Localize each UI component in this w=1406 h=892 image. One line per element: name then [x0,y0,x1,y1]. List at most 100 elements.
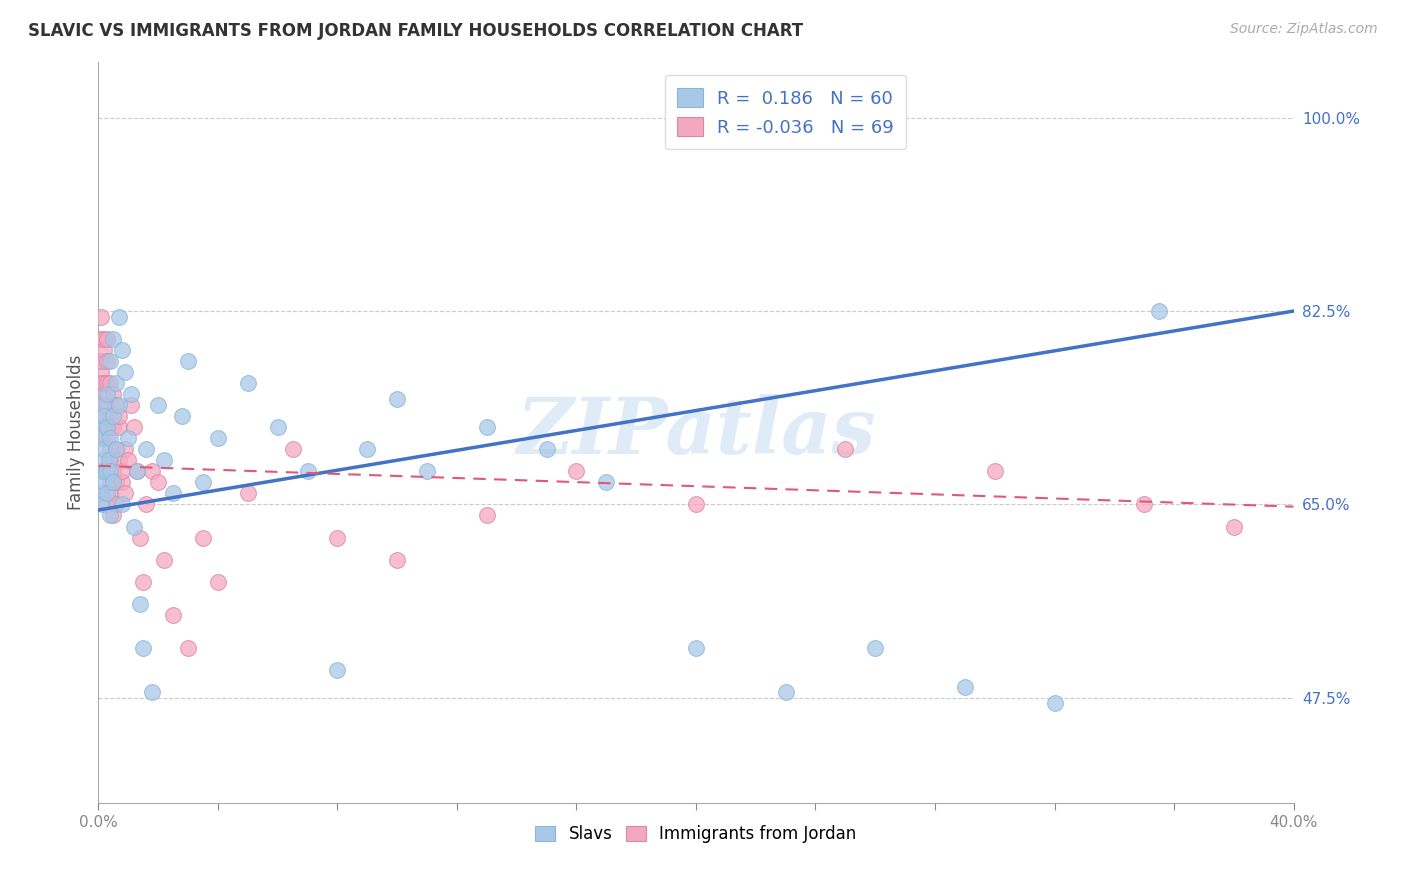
Slavs [775,685,797,699]
Slavs [103,409,125,423]
Slavs [865,641,887,656]
Immigrants from Jordan [162,607,184,622]
Slavs [98,353,122,368]
Immigrants from Jordan [135,498,157,512]
Slavs [96,420,118,434]
Immigrants from Jordan [96,464,118,478]
Immigrants from Jordan [120,398,142,412]
Slavs [90,486,112,500]
Immigrants from Jordan [98,453,122,467]
Slavs [111,498,134,512]
Immigrants from Jordan [90,353,112,368]
Immigrants from Jordan [111,464,134,478]
Slavs [117,431,139,445]
Immigrants from Jordan [191,531,214,545]
Slavs [91,453,114,467]
Slavs [98,431,122,445]
Immigrants from Jordan [90,431,112,445]
Immigrants from Jordan [105,475,128,490]
Slavs [105,376,128,390]
Immigrants from Jordan [105,498,128,512]
Slavs [148,398,170,412]
Immigrants from Jordan [96,431,118,445]
Immigrants from Jordan [93,420,115,434]
Slavs [124,519,146,533]
Immigrants from Jordan [89,398,111,412]
Y-axis label: Family Households: Family Households [66,355,84,510]
Slavs [1147,304,1170,318]
Immigrants from Jordan [96,353,118,368]
Immigrants from Jordan [148,475,170,490]
Slavs [91,398,114,412]
Slavs [297,464,319,478]
Slavs [595,475,617,490]
Immigrants from Jordan [105,442,128,457]
Slavs [162,486,184,500]
Immigrants from Jordan [91,387,114,401]
Immigrants from Jordan [685,498,707,512]
Slavs [127,464,149,478]
Immigrants from Jordan [108,453,131,467]
Immigrants from Jordan [93,332,115,346]
Immigrants from Jordan [103,420,125,434]
Slavs [475,420,498,434]
Slavs [90,431,112,445]
Immigrants from Jordan [1223,519,1246,533]
Immigrants from Jordan [89,365,111,379]
Immigrants from Jordan [475,508,498,523]
Immigrants from Jordan [98,486,122,500]
Immigrants from Jordan [207,574,229,589]
Slavs [93,409,115,423]
Slavs [236,376,259,390]
Immigrants from Jordan [984,464,1007,478]
Slavs [105,442,128,457]
Slavs [108,398,131,412]
Immigrants from Jordan [96,376,118,390]
Immigrants from Jordan [108,409,131,423]
Slavs [93,475,115,490]
Slavs [90,420,112,434]
Immigrants from Jordan [96,420,118,434]
Immigrants from Jordan [103,464,125,478]
Immigrants from Jordan [98,409,122,423]
Immigrants from Jordan [89,332,111,346]
Slavs [108,310,131,324]
Immigrants from Jordan [117,453,139,467]
Immigrants from Jordan [385,552,409,566]
Immigrants from Jordan [93,343,115,357]
Slavs [89,464,111,478]
Slavs [141,685,163,699]
Slavs [111,343,134,357]
Slavs [953,680,976,694]
Text: SLAVIC VS IMMIGRANTS FROM JORDAN FAMILY HOUSEHOLDS CORRELATION CHART: SLAVIC VS IMMIGRANTS FROM JORDAN FAMILY … [28,22,803,40]
Immigrants from Jordan [96,332,118,346]
Immigrants from Jordan [177,641,200,656]
Immigrants from Jordan [96,398,118,412]
Immigrants from Jordan [114,442,136,457]
Slavs [94,464,117,478]
Slavs [114,365,136,379]
Immigrants from Jordan [96,498,118,512]
Immigrants from Jordan [129,531,152,545]
Immigrants from Jordan [94,398,117,412]
Slavs [98,508,122,523]
Immigrants from Jordan [565,464,588,478]
Slavs [191,475,214,490]
Slavs [267,420,290,434]
Immigrants from Jordan [132,574,155,589]
Immigrants from Jordan [124,420,146,434]
Legend: Slavs, Immigrants from Jordan: Slavs, Immigrants from Jordan [529,819,863,850]
Slavs [132,641,155,656]
Immigrants from Jordan [98,442,122,457]
Slavs [91,498,114,512]
Immigrants from Jordan [103,387,125,401]
Immigrants from Jordan [153,552,176,566]
Immigrants from Jordan [105,398,128,412]
Immigrants from Jordan [103,508,125,523]
Slavs [97,453,120,467]
Slavs [153,453,176,467]
Slavs [356,442,378,457]
Immigrants from Jordan [90,376,112,390]
Slavs [416,464,439,478]
Slavs [326,663,349,677]
